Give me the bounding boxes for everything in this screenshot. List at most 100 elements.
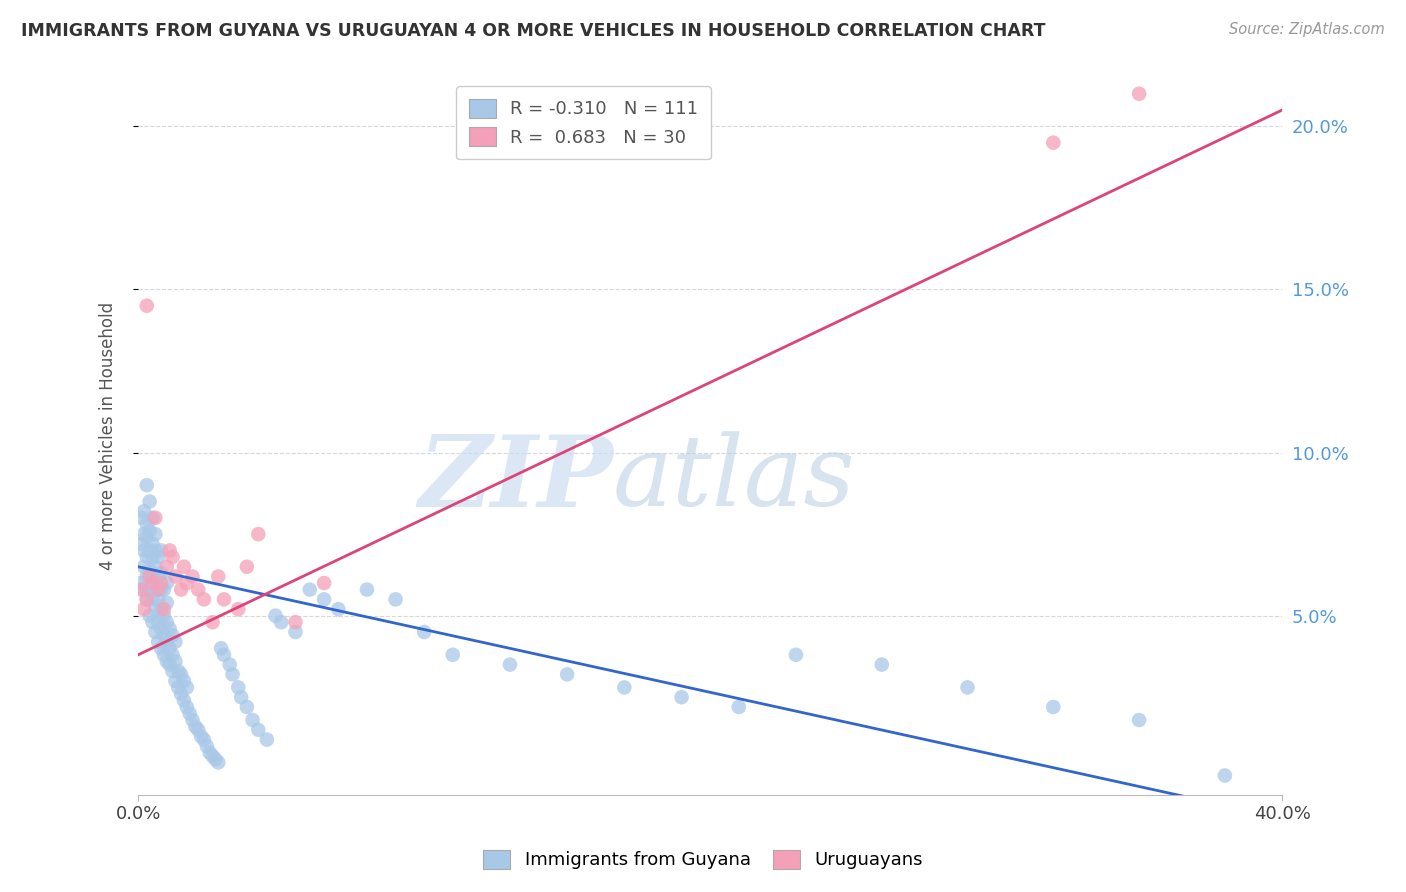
- Point: [165, 673, 187, 688]
- Point: [159, 622, 181, 636]
- Point: [184, 720, 207, 734]
- Point: [132, 602, 155, 616]
- Text: ZIP: ZIP: [418, 431, 613, 527]
- Point: [247, 723, 270, 737]
- Point: [143, 510, 166, 524]
- Text: atlas: atlas: [613, 432, 856, 527]
- Point: [785, 648, 807, 662]
- Point: [201, 615, 224, 630]
- Point: [226, 602, 249, 616]
- Point: [143, 602, 166, 616]
- Point: [671, 690, 693, 705]
- Point: [141, 615, 163, 630]
- Point: [143, 527, 166, 541]
- Point: [256, 732, 278, 747]
- Point: [173, 673, 195, 688]
- Point: [138, 582, 160, 597]
- Point: [167, 664, 190, 678]
- Point: [148, 569, 170, 583]
- Point: [143, 559, 166, 574]
- Point: [129, 576, 152, 591]
- Point: [312, 592, 335, 607]
- Point: [176, 700, 198, 714]
- Point: [156, 634, 179, 648]
- Point: [138, 494, 160, 508]
- Point: [148, 615, 170, 630]
- Point: [236, 559, 259, 574]
- Point: [1042, 700, 1064, 714]
- Point: [138, 608, 160, 623]
- Point: [212, 592, 235, 607]
- Point: [150, 582, 173, 597]
- Point: [209, 641, 232, 656]
- Point: [162, 664, 184, 678]
- Point: [176, 681, 198, 695]
- Point: [179, 706, 201, 721]
- Point: [132, 559, 155, 574]
- Point: [162, 648, 184, 662]
- Point: [193, 592, 215, 607]
- Point: [218, 657, 240, 672]
- Point: [1128, 87, 1150, 101]
- Point: [141, 576, 163, 591]
- Point: [165, 569, 187, 583]
- Point: [167, 681, 190, 695]
- Point: [328, 602, 350, 616]
- Point: [156, 654, 179, 668]
- Point: [226, 681, 249, 695]
- Point: [153, 582, 176, 597]
- Point: [212, 648, 235, 662]
- Point: [176, 576, 198, 591]
- Point: [870, 657, 893, 672]
- Point: [141, 549, 163, 564]
- Text: Source: ZipAtlas.com: Source: ZipAtlas.com: [1229, 22, 1385, 37]
- Point: [298, 582, 321, 597]
- Point: [148, 634, 170, 648]
- Point: [162, 549, 184, 564]
- Point: [170, 582, 193, 597]
- Point: [135, 478, 157, 492]
- Point: [236, 700, 259, 714]
- Point: [153, 648, 176, 662]
- Point: [247, 527, 270, 541]
- Point: [143, 624, 166, 639]
- Point: [231, 690, 253, 705]
- Point: [135, 569, 157, 583]
- Text: IMMIGRANTS FROM GUYANA VS URUGUAYAN 4 OR MORE VEHICLES IN HOUSEHOLD CORRELATION : IMMIGRANTS FROM GUYANA VS URUGUAYAN 4 OR…: [21, 22, 1046, 40]
- Point: [156, 576, 179, 591]
- Point: [190, 730, 212, 744]
- Legend: Immigrants from Guyana, Uruguayans: Immigrants from Guyana, Uruguayans: [474, 841, 932, 879]
- Point: [207, 569, 229, 583]
- Point: [555, 667, 578, 681]
- Point: [153, 602, 176, 616]
- Point: [165, 634, 187, 648]
- Point: [153, 608, 176, 623]
- Point: [187, 723, 209, 737]
- Point: [727, 700, 749, 714]
- Point: [132, 582, 155, 597]
- Point: [141, 569, 163, 583]
- Point: [150, 543, 173, 558]
- Point: [150, 576, 173, 591]
- Point: [159, 657, 181, 672]
- Point: [135, 299, 157, 313]
- Point: [150, 622, 173, 636]
- Point: [135, 517, 157, 532]
- Point: [135, 530, 157, 544]
- Point: [132, 527, 155, 541]
- Point: [150, 602, 173, 616]
- Point: [204, 752, 226, 766]
- Point: [138, 563, 160, 577]
- Point: [201, 748, 224, 763]
- Point: [170, 667, 193, 681]
- Point: [148, 549, 170, 564]
- Legend: R = -0.310   N = 111, R =  0.683   N = 30: R = -0.310 N = 111, R = 0.683 N = 30: [456, 87, 711, 160]
- Point: [195, 739, 218, 753]
- Point: [159, 543, 181, 558]
- Point: [132, 543, 155, 558]
- Point: [150, 566, 173, 581]
- Point: [312, 576, 335, 591]
- Point: [156, 596, 179, 610]
- Point: [129, 537, 152, 551]
- Point: [1042, 136, 1064, 150]
